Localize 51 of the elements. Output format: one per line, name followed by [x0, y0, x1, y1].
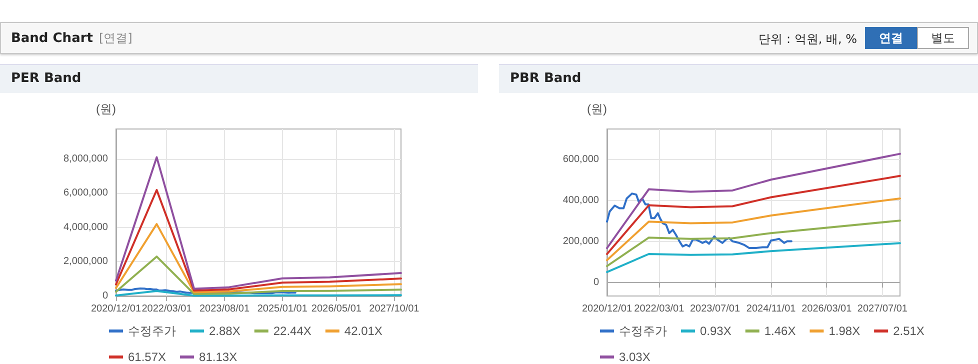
y-tick-label: 6,000,000: [64, 188, 108, 199]
y-tick-label: 4,000,000: [64, 222, 108, 233]
x-tick-label: 2022/03/01: [634, 304, 685, 314]
chart-title: PER Band: [0, 64, 478, 93]
text: 연결: [865, 27, 917, 49]
x-tick-label: 2020/12/01: [582, 304, 632, 314]
chart-title: PBR Band: [499, 64, 978, 93]
y-tick-label: 600,000: [562, 154, 600, 166]
line-series: [606, 197, 901, 262]
x-tick-label: 2022/03/01: [142, 304, 192, 314]
line-series: [606, 192, 792, 250]
legend-label: 1.46X: [764, 324, 796, 338]
x-tick-label: 2027/10/01: [369, 304, 420, 314]
x-tick-label: 2025/01/01: [257, 304, 308, 314]
y-axis-title: (원): [587, 102, 607, 116]
legend-label: 42.01X: [344, 324, 382, 338]
x-tick-label: 2026/03/01: [802, 304, 852, 314]
x-tick-label: 2027/07/01: [857, 304, 908, 314]
text: 별도: [917, 27, 969, 49]
line-series: [115, 156, 402, 290]
line-series: [606, 152, 901, 250]
y-axis-title: (원): [96, 102, 116, 116]
legend-label: 0.93X: [700, 324, 732, 338]
legend-label: 2.51X: [893, 324, 924, 338]
x-tick-label: 2023/07/01: [690, 304, 740, 314]
x-tick-label: 2020/12/01: [90, 304, 142, 314]
y-tick-label: 400,000: [562, 195, 600, 206]
y-tick-label: 0: [102, 290, 108, 302]
legend-label: 81.13X: [199, 350, 238, 364]
legend-label: 22.44X: [273, 324, 312, 338]
legend-label: 2.88X: [209, 324, 240, 338]
line-series: [606, 220, 901, 268]
legend-label: 61.57X: [128, 350, 166, 364]
line-series: [606, 242, 901, 274]
y-tick-label: 0: [593, 277, 600, 288]
legend-label: 3.03X: [619, 350, 650, 364]
y-tick-label: 2,000,000: [64, 256, 108, 268]
legend-label: 1.98X: [828, 324, 860, 338]
y-tick-label: 200,000: [562, 236, 600, 248]
x-tick-label: 2024/11/01: [746, 304, 796, 314]
legend-label: 수정주가: [619, 324, 667, 338]
text: 단위 : 억원, 배, %: [758, 31, 857, 48]
text: [연결]: [98, 31, 132, 45]
line-series: [115, 188, 402, 292]
text: Band Chart: [11, 31, 93, 46]
line-series: [606, 174, 901, 255]
line-series: [115, 223, 402, 294]
x-tick-label: 2023/08/01: [199, 304, 250, 314]
y-tick-label: 8,000,000: [64, 153, 108, 164]
legend-label: 수정주가: [128, 324, 176, 338]
x-tick-label: 2026/05/01: [311, 304, 362, 314]
